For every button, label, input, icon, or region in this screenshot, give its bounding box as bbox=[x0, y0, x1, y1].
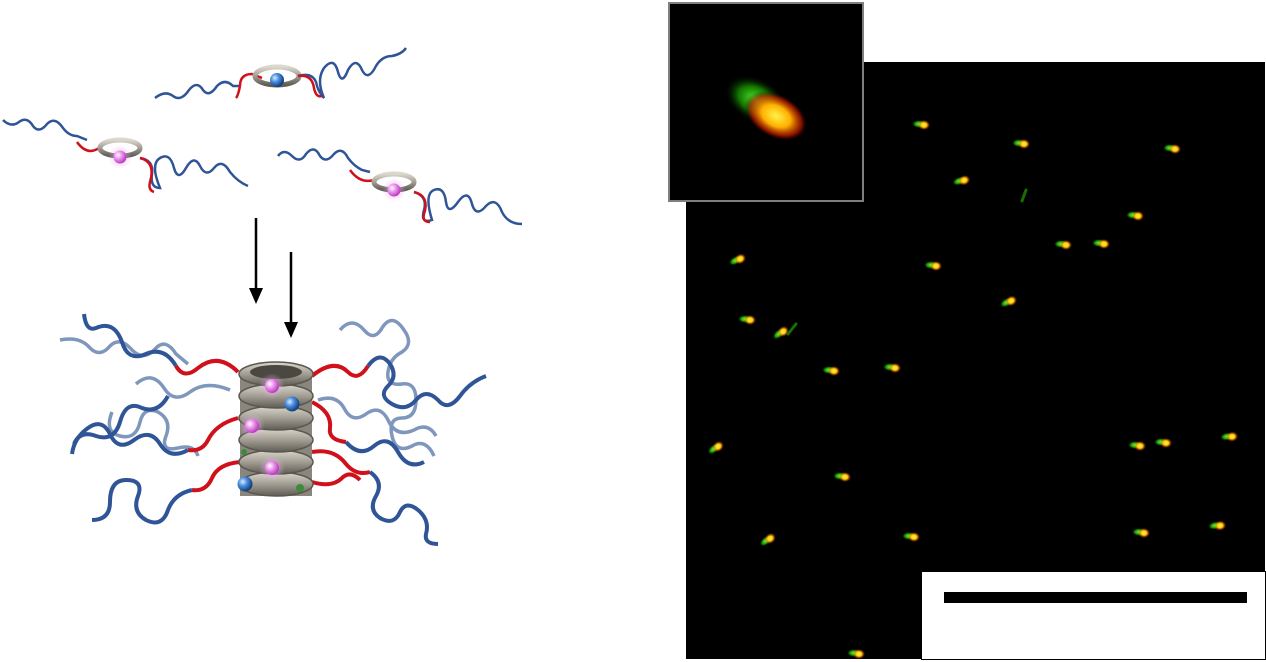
fluorescent-spot-icon bbox=[1012, 139, 1030, 149]
zoom-inset-spot bbox=[724, 74, 808, 142]
rotaxane-monomer-icon bbox=[154, 47, 408, 100]
fluorescent-spot-icon bbox=[822, 366, 840, 376]
fluorescent-spot-icon bbox=[924, 261, 942, 271]
fluorescent-spot-icon bbox=[759, 533, 776, 547]
down-arrow-icon bbox=[284, 252, 298, 338]
scale-bar-box bbox=[921, 571, 1266, 660]
fluorescent-spot-icon bbox=[1154, 438, 1172, 448]
scale-bar bbox=[944, 592, 1247, 603]
fluorescent-spot-icon bbox=[1092, 239, 1110, 249]
fluorescent-spot-icon bbox=[912, 120, 930, 130]
assembly-linkers bbox=[174, 359, 371, 493]
fluorescent-spot-icon bbox=[1220, 431, 1239, 442]
fluorescent-spot-icon bbox=[1128, 441, 1146, 451]
fluorescent-spot-icon bbox=[833, 472, 851, 482]
fluorescent-spot-icon bbox=[902, 532, 920, 542]
fluorescent-spot-icon bbox=[847, 649, 865, 659]
zoom-inset bbox=[668, 2, 864, 202]
fluorescent-spot-icon bbox=[1054, 240, 1072, 250]
fluorescent-spot-icon bbox=[952, 175, 971, 186]
fluorescent-spot-icon bbox=[1208, 520, 1227, 531]
down-arrow-icon bbox=[249, 218, 263, 304]
fluorescent-spot-icon bbox=[772, 326, 789, 340]
fluorescent-spot-icon bbox=[1126, 211, 1144, 221]
fluorescent-streak bbox=[1020, 188, 1028, 203]
fluorescent-spot-icon bbox=[738, 315, 756, 325]
rotaxane-monomer-icon bbox=[2, 118, 249, 194]
fluorescent-spot-icon bbox=[744, 90, 808, 142]
fluorescent-spot-icon bbox=[707, 441, 724, 455]
fluorescent-spot-icon bbox=[1000, 295, 1017, 308]
fluorescent-spot-icon bbox=[1163, 143, 1181, 155]
rotaxane-monomer-icon bbox=[277, 148, 523, 226]
stacked-ring-assembly-icon bbox=[237, 361, 314, 497]
assembly-foreground-chains bbox=[70, 313, 487, 546]
fluorescent-spot-icon bbox=[729, 253, 746, 266]
fluorescent-spot-icon bbox=[1132, 528, 1150, 538]
assembly-scheme bbox=[2, 47, 523, 546]
fluorescent-spot-icon bbox=[883, 363, 901, 373]
fluorescent-streak bbox=[786, 322, 798, 336]
